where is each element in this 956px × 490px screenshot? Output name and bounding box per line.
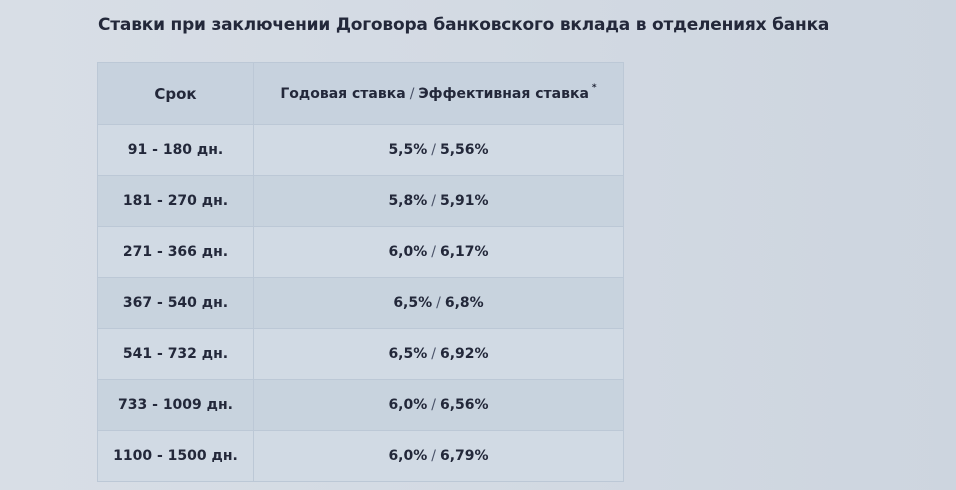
term-column-header: Срок [97,62,254,125]
effective-rate-header-label: Эффективная ставка [418,85,589,102]
footnote-asterisk: * [591,82,597,93]
effective-rate-value: 5,56% [439,142,489,158]
rate-cell: 6,0%/6,79% [253,430,624,482]
table-row: 733 - 1009 дн. 6,0%/6,56% [97,379,624,431]
deposit-rates-table: Срок Годовая ставка / Эффективная ставка * … [97,62,624,482]
term-cell: 1100 - 1500 дн. [97,430,254,482]
effective-rate-value: 6,8% [444,295,484,311]
table-row: 367 - 540 дн. 6,5%/6,8% [97,277,624,329]
term-cell: 733 - 1009 дн. [97,379,254,431]
annual-rate-value: 6,0% [388,397,428,413]
term-cell: 91 - 180 дн. [97,124,254,176]
rate-cell: 6,5%/6,8% [253,277,624,329]
term-cell: 367 - 540 дн. [97,277,254,329]
rate-cell: 6,5%/6,92% [253,328,624,380]
table-row: 1100 - 1500 дн. 6,0%/6,79% [97,430,624,482]
table-row: 271 - 366 дн. 6,0%/6,17% [97,226,624,278]
rate-separator: / [431,142,436,158]
rate-cell: 5,8%/5,91% [253,175,624,227]
term-cell: 181 - 270 дн. [97,175,254,227]
term-cell: 541 - 732 дн. [97,328,254,380]
rate-cell: 6,0%/6,56% [253,379,624,431]
annual-rate-header-label: Годовая ставка [280,85,406,102]
rate-separator: / [431,448,436,464]
rate-cell: 6,0%/6,17% [253,226,624,278]
effective-rate-value: 5,91% [439,193,489,209]
rate-separator: / [431,397,436,413]
rate-separator: / [431,244,436,260]
rate-separator: / [409,85,415,102]
page-title: Ставки при заключении Договора банковско… [98,15,830,35]
annual-rate-value: 5,5% [388,142,428,158]
effective-rate-value: 6,92% [439,346,489,362]
table-row: 91 - 180 дн. 5,5%/5,56% [97,124,624,176]
annual-rate-value: 6,0% [388,244,428,260]
annual-rate-value: 6,0% [388,448,428,464]
effective-rate-value: 6,56% [439,397,489,413]
table-row: 541 - 732 дн. 6,5%/6,92% [97,328,624,380]
effective-rate-value: 6,79% [439,448,489,464]
annual-rate-value: 5,8% [388,193,428,209]
table-row: 181 - 270 дн. 5,8%/5,91% [97,175,624,227]
rate-separator: / [431,346,436,362]
effective-rate-value: 6,17% [439,244,489,260]
term-cell: 271 - 366 дн. [97,226,254,278]
rate-cell: 5,5%/5,56% [253,124,624,176]
rate-separator: / [431,193,436,209]
rate-separator: / [436,295,441,311]
annual-rate-value: 6,5% [388,346,428,362]
table-header-row: Срок Годовая ставка / Эффективная ставка * [97,62,624,125]
annual-rate-value: 6,5% [393,295,433,311]
rate-column-header: Годовая ставка / Эффективная ставка * [253,62,624,125]
